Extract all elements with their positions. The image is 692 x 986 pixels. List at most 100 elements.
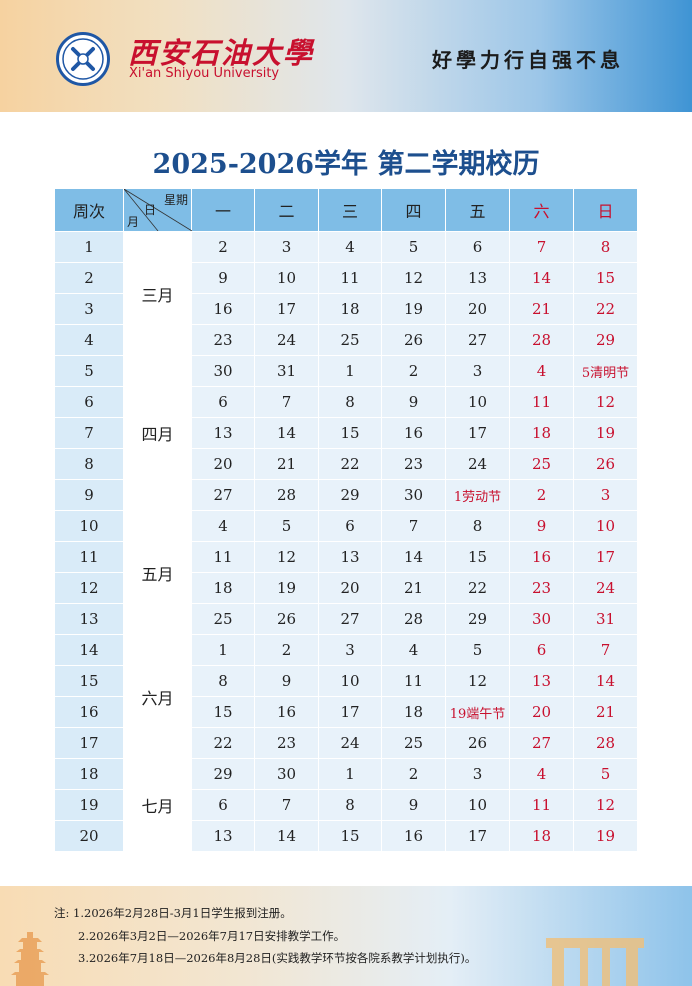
date-cell: 2 [509, 479, 574, 511]
date-cell: 18 [509, 417, 574, 449]
week-number-cell: 4 [54, 324, 124, 356]
date-cell: 6 [509, 634, 574, 666]
week-number-cell: 2 [54, 262, 124, 294]
date-cell: 12 [254, 541, 319, 573]
date-cell: 6 [445, 231, 510, 263]
date-cell: 21 [509, 293, 574, 325]
day-header-tue: 二 [254, 188, 319, 232]
date-cell: 13 [318, 541, 382, 573]
date-cell: 4 [318, 231, 382, 263]
date-cell: 2 [381, 758, 446, 790]
date-cell: 4 [381, 634, 446, 666]
date-cell: 31 [573, 603, 638, 635]
calendar-week-row: 10 五月 4 5 6 7 8 9 10 [54, 510, 638, 635]
week-number-cell: 6 [54, 386, 124, 418]
calendar-week-row: 18 七月 29 30 1 2 3 4 5 [54, 758, 638, 852]
date-cell: 8 [573, 231, 638, 263]
date-cell: 25 [191, 603, 255, 635]
week-number-cell: 10 [54, 510, 124, 542]
holiday-date-cell: 19端午节 [445, 696, 510, 728]
date-cell: 22 [573, 293, 638, 325]
date-cell: 9 [509, 510, 574, 542]
calendar-header-row: 周次 星期 日 月 一 二 三 四 五 六 日 [54, 188, 638, 232]
date-cell: 23 [254, 727, 319, 759]
week-number-cell: 19 [54, 789, 124, 821]
calendar-week-row: 5 四月 30 31 1 2 3 4 5清明节 [54, 355, 638, 511]
date-cell: 30 [191, 355, 255, 387]
date-cell: 18 [191, 572, 255, 604]
university-name-en: Xi'an Shiyou University [129, 66, 280, 81]
date-cell: 2 [191, 231, 255, 263]
week-number-cell: 18 [54, 758, 124, 790]
header-banner: 西安石油大學 Xi'an Shiyou University 好學力行自强不息 [0, 0, 692, 112]
date-cell: 5 [573, 758, 638, 790]
date-cell: 20 [318, 572, 382, 604]
date-cell: 28 [254, 479, 319, 511]
day-header-sun: 日 [573, 188, 638, 232]
date-cell: 12 [381, 262, 446, 294]
calendar-week-row: 16 15 16 17 18 19端午节 20 21 [54, 696, 638, 728]
date-cell: 21 [254, 448, 319, 480]
date-cell: 1 [318, 355, 382, 387]
date-cell: 7 [254, 789, 319, 821]
date-cell: 20 [445, 293, 510, 325]
date-cell: 26 [573, 448, 638, 480]
calendar-week-row: 19 6 7 8 9 10 11 12 [54, 789, 638, 821]
date-cell: 25 [318, 324, 382, 356]
week-number-cell: 12 [54, 572, 124, 604]
date-cell: 3 [573, 479, 638, 511]
day-header-mon: 一 [191, 188, 255, 232]
campus-gate-icon [546, 938, 644, 986]
date-cell: 12 [573, 386, 638, 418]
date-cell: 7 [573, 634, 638, 666]
date-cell: 24 [573, 572, 638, 604]
date-cell: 6 [191, 386, 255, 418]
date-cell: 22 [318, 448, 382, 480]
week-number-cell: 14 [54, 634, 124, 666]
day-header-fri: 五 [445, 188, 510, 232]
date-cell: 8 [445, 510, 510, 542]
date-cell: 11 [381, 665, 446, 697]
holiday-date-cell: 5清明节 [573, 355, 638, 387]
date-cell: 7 [381, 510, 446, 542]
diag-label-month: 月 [127, 215, 140, 229]
date-cell: 30 [381, 479, 446, 511]
month-label-cell: 四月 [123, 355, 192, 511]
calendar-table: 周次 星期 日 月 一 二 三 四 五 六 日 1 三月 2 3 4 5 6 7 8 2 9 10 11… [54, 188, 638, 852]
date-cell: 29 [191, 758, 255, 790]
date-cell: 14 [573, 665, 638, 697]
pagoda-icon [11, 932, 49, 986]
calendar-week-row: 11 11 12 13 14 15 16 17 [54, 541, 638, 573]
date-cell: 24 [254, 324, 319, 356]
week-number-cell: 3 [54, 293, 124, 325]
date-cell: 30 [509, 603, 574, 635]
date-cell: 27 [191, 479, 255, 511]
date-cell: 8 [318, 789, 382, 821]
date-cell: 10 [445, 789, 510, 821]
day-header-wed: 三 [318, 188, 382, 232]
diag-label-day: 日 [144, 203, 157, 217]
week-number-cell: 7 [54, 417, 124, 449]
date-cell: 28 [509, 324, 574, 356]
date-cell: 17 [445, 417, 510, 449]
month-label-cell: 三月 [123, 231, 192, 356]
week-number-cell: 9 [54, 479, 124, 511]
date-cell: 21 [573, 696, 638, 728]
date-cell: 11 [509, 789, 574, 821]
calendar-week-row: 1 三月 2 3 4 5 6 7 8 [54, 231, 638, 356]
date-cell: 24 [445, 448, 510, 480]
date-cell: 5 [445, 634, 510, 666]
date-cell: 17 [445, 820, 510, 852]
university-motto: 好學力行自强不息 [432, 48, 624, 72]
date-cell: 1 [191, 634, 255, 666]
date-cell: 3 [445, 355, 510, 387]
date-cell: 5 [254, 510, 319, 542]
date-cell: 29 [318, 479, 382, 511]
week-number-cell: 20 [54, 820, 124, 852]
date-cell: 7 [254, 386, 319, 418]
week-number-cell: 16 [54, 696, 124, 728]
date-cell: 12 [573, 789, 638, 821]
footer-banner [0, 886, 692, 986]
calendar-week-row: 14 六月 1 2 3 4 5 6 7 [54, 634, 638, 759]
day-header-thu: 四 [381, 188, 446, 232]
